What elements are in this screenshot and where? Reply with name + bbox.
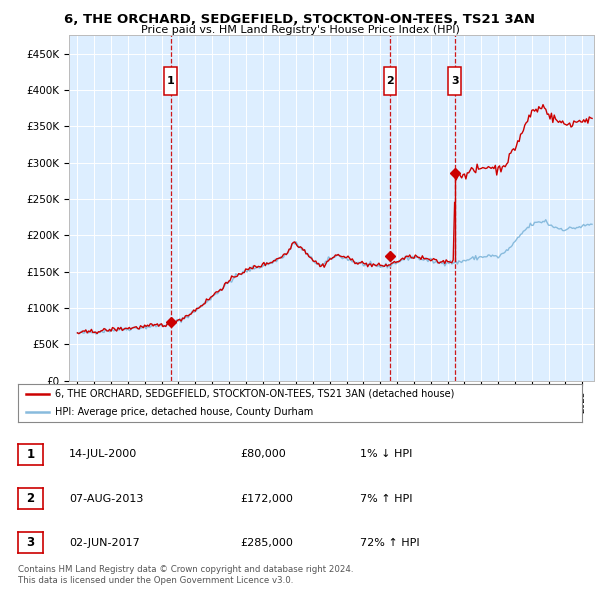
Text: 6, THE ORCHARD, SEDGEFIELD, STOCKTON-ON-TEES, TS21 3AN: 6, THE ORCHARD, SEDGEFIELD, STOCKTON-ON-…	[65, 13, 536, 26]
Text: 6, THE ORCHARD, SEDGEFIELD, STOCKTON-ON-TEES, TS21 3AN (detached house): 6, THE ORCHARD, SEDGEFIELD, STOCKTON-ON-…	[55, 389, 454, 399]
Text: 2: 2	[26, 492, 35, 505]
Text: 1: 1	[167, 76, 175, 86]
Text: HPI: Average price, detached house, County Durham: HPI: Average price, detached house, Coun…	[55, 407, 313, 417]
Text: 72% ↑ HPI: 72% ↑ HPI	[360, 538, 419, 548]
Text: 02-JUN-2017: 02-JUN-2017	[69, 538, 140, 548]
Text: 1: 1	[26, 448, 35, 461]
Text: 14-JUL-2000: 14-JUL-2000	[69, 450, 137, 459]
Text: 3: 3	[451, 76, 458, 86]
Text: £80,000: £80,000	[240, 450, 286, 459]
Text: 7% ↑ HPI: 7% ↑ HPI	[360, 494, 413, 503]
FancyBboxPatch shape	[448, 67, 461, 95]
Text: 3: 3	[26, 536, 35, 549]
Text: 2: 2	[386, 76, 394, 86]
FancyBboxPatch shape	[383, 67, 397, 95]
Text: Price paid vs. HM Land Registry's House Price Index (HPI): Price paid vs. HM Land Registry's House …	[140, 25, 460, 35]
Text: 1% ↓ HPI: 1% ↓ HPI	[360, 450, 412, 459]
Text: £285,000: £285,000	[240, 538, 293, 548]
Text: Contains HM Land Registry data © Crown copyright and database right 2024.
This d: Contains HM Land Registry data © Crown c…	[18, 565, 353, 585]
Text: 07-AUG-2013: 07-AUG-2013	[69, 494, 143, 503]
Text: £172,000: £172,000	[240, 494, 293, 503]
FancyBboxPatch shape	[164, 67, 177, 95]
